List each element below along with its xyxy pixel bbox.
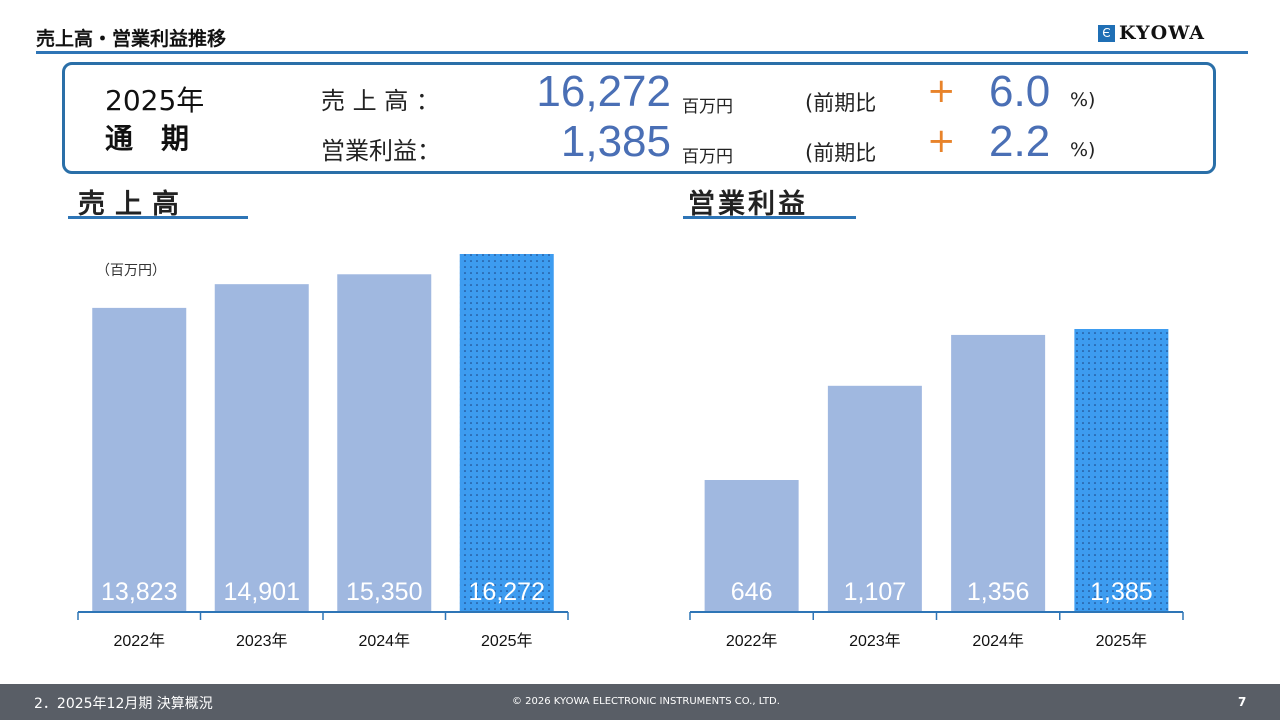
bar-2023年	[214, 284, 309, 612]
logo-mark-icon: Є	[1098, 24, 1115, 42]
x-tick-label: 2024年	[972, 632, 1024, 650]
logo-text: KYOWA	[1119, 22, 1205, 44]
bar-2025年	[1074, 329, 1169, 612]
sales-plus-sign: +	[927, 71, 956, 111]
bar-2024年	[951, 334, 1046, 612]
summary-box: 2025年 通 期 売 上 高 ： 16,272 百万円 (前期比 + 6.0 …	[62, 62, 1216, 174]
value-label: 13,823	[101, 578, 177, 606]
x-tick-label: 2023年	[849, 632, 901, 650]
op-compare-label: (前期比	[805, 141, 877, 165]
op-title-underline	[683, 216, 856, 219]
sales-chart: 13,823 2022年 14,901 2023年 15,350 2024年 16,272 2…	[77, 254, 569, 650]
sales-compare-label: (前期比	[805, 91, 877, 115]
x-tick-label: 2025年	[481, 632, 533, 650]
bar-2022年	[92, 307, 187, 612]
sales-chart-title: 売上高	[78, 189, 189, 220]
op-plus-sign: +	[927, 121, 956, 161]
op-growth: 2.2	[989, 117, 1051, 166]
page-title: 売上高・営業利益推移	[36, 28, 227, 50]
sales-value: 16,272	[536, 67, 671, 116]
bar-2025年	[459, 254, 554, 612]
value-label: 16,272	[469, 578, 545, 606]
x-tick-label: 2022年	[113, 632, 165, 650]
x-tick-label: 2023年	[236, 632, 288, 650]
value-label: 1,107	[844, 578, 907, 606]
bar-2024年	[337, 274, 432, 612]
x-tick-label: 2024年	[358, 632, 410, 650]
footer-section: 2．2025年12月期 決算概況	[34, 696, 213, 712]
bar-2023年	[827, 385, 922, 612]
operating-profit-chart: 646 2022年 1,107 2023年 1,356 2024年 1,385 2025年	[689, 329, 1184, 650]
op-value: 1,385	[560, 117, 671, 166]
x-tick-label: 2022年	[726, 632, 778, 650]
op-chart-title: 営業利益	[688, 189, 808, 220]
period-year: 2025年	[105, 84, 205, 117]
value-label: 15,350	[346, 578, 422, 606]
op-unit: 百万円	[682, 147, 733, 167]
sales-unit: 百万円	[682, 97, 733, 117]
sales-unit-label: （百万円）	[96, 263, 166, 279]
sales-growth: 6.0	[989, 67, 1051, 116]
value-label: 1,385	[1090, 578, 1153, 606]
value-label: 1,356	[967, 578, 1030, 606]
page-number: 7	[1238, 695, 1247, 709]
sales-pct-unit: %)	[1070, 89, 1096, 111]
op-label: 営業利益：	[321, 137, 441, 165]
sales-label: 売 上 高 ：	[321, 87, 440, 115]
op-pct-unit: %)	[1070, 139, 1096, 161]
footer: 2．2025年12月期 決算概況 © 2026 KYOWA ELECTRONIC…	[0, 684, 1280, 720]
value-label: 14,901	[224, 578, 300, 606]
header-divider	[36, 51, 1248, 54]
x-tick-label: 2025年	[1096, 632, 1148, 650]
footer-copyright: © 2026 KYOWA ELECTRONIC INSTRUMENTS CO.,…	[512, 696, 780, 707]
bar-2022年	[704, 480, 799, 612]
period-type: 通 期	[105, 122, 190, 155]
sales-title-underline	[68, 216, 248, 219]
value-label: 646	[731, 578, 773, 606]
kyowa-logo: Є KYOWA	[1098, 22, 1205, 44]
